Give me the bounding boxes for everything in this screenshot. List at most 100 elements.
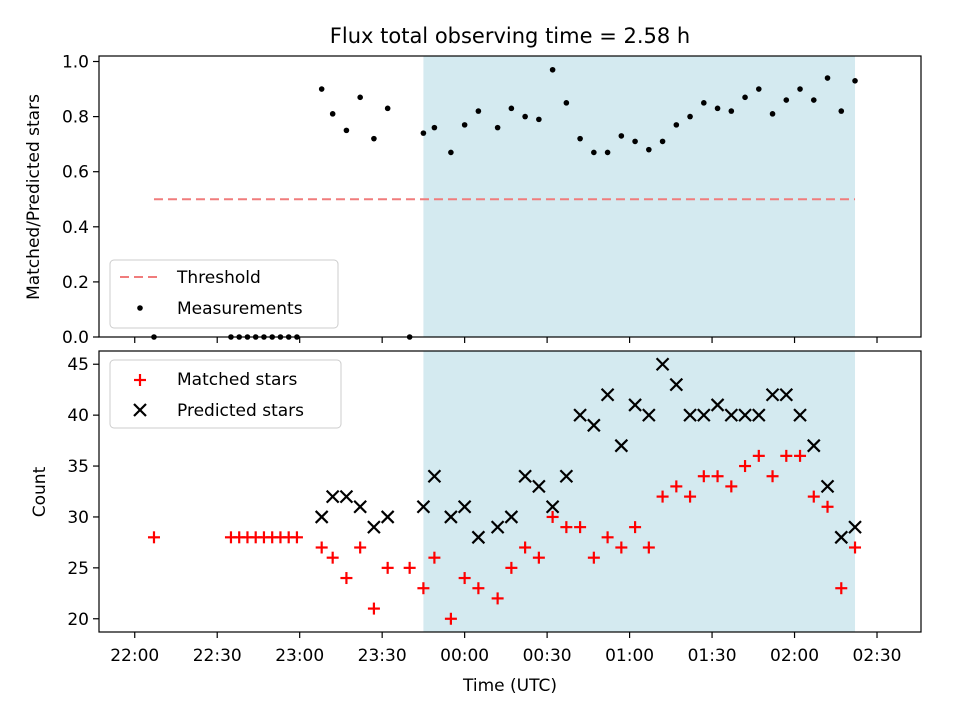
count-y-tick-label: 20 xyxy=(67,610,89,630)
predicted-star-point xyxy=(669,377,684,392)
ratio-y-ticks: 0.0 0.2 0.4 0.6 0.8 1.0 xyxy=(62,53,99,348)
count-panel: 20 25 30 35 40 45 22:00 22:30 23:00 23:30 00:00 00… xyxy=(30,350,922,696)
matched-star-point xyxy=(766,470,779,483)
x-tick-label: 01:00 xyxy=(605,646,654,666)
predicted-star-point xyxy=(490,520,505,534)
matched-star-point xyxy=(458,572,471,585)
measurement-point xyxy=(755,86,762,92)
measurement-point xyxy=(659,138,666,145)
legend-predicted-swatch xyxy=(133,403,147,417)
matched-star-point xyxy=(532,551,545,564)
matched-star-point xyxy=(794,449,807,462)
matched-star-point xyxy=(444,612,457,625)
measurement-point xyxy=(673,122,680,128)
x-tick-label: 00:30 xyxy=(523,646,572,666)
ratio-y-tick-label: 0.4 xyxy=(62,218,89,238)
count-legend: Matched stars Predicted stars xyxy=(109,359,342,429)
measurement-point xyxy=(852,77,858,84)
matched-star-point xyxy=(519,541,532,554)
measurement-point xyxy=(728,108,735,114)
matched-star-point xyxy=(697,470,710,483)
matched-star-point xyxy=(354,541,367,554)
measurement-point xyxy=(577,135,583,142)
matched-star-point xyxy=(290,531,303,544)
x-tick-label: 00:00 xyxy=(440,646,489,666)
ratio-y-tick-label: 0.8 xyxy=(62,108,89,128)
predicted-star-point xyxy=(559,469,574,484)
matched-star-point xyxy=(326,551,339,564)
count-y-ticks: 20 25 30 35 40 45 xyxy=(67,355,99,630)
legend-measurement-swatch xyxy=(137,305,143,311)
predicted-star-point xyxy=(532,479,546,494)
matched-star-point xyxy=(656,490,669,503)
x-tick-label: 23:00 xyxy=(275,646,324,666)
measurement-point xyxy=(632,138,638,145)
measurement-point xyxy=(431,124,438,131)
measurement-point xyxy=(604,149,611,156)
matched-star-point xyxy=(725,480,738,493)
matched-star-point xyxy=(340,572,353,585)
predicted-star-point xyxy=(504,510,519,524)
legend-threshold-label: Threshold xyxy=(176,268,261,288)
predicted-star-point xyxy=(587,418,601,433)
matched-star-point xyxy=(546,510,559,523)
count-legend-box xyxy=(109,359,342,429)
measurement-point xyxy=(714,105,721,112)
count-y-tick-label: 25 xyxy=(67,559,89,579)
count-y-tick-label: 45 xyxy=(67,355,89,375)
measurement-points xyxy=(151,66,858,340)
count-x-ticks: 22:00 22:30 23:00 23:30 00:00 00:30 01:00 01:30… xyxy=(110,632,902,666)
measurement-point xyxy=(618,133,625,139)
predicted-star-point xyxy=(518,469,532,484)
count-y-tick-label: 30 xyxy=(67,508,89,528)
matched-star-point xyxy=(739,460,752,473)
x-axis-label: Time (UTC) xyxy=(462,676,557,696)
predicted-star-point xyxy=(614,438,629,453)
matched-star-point xyxy=(505,561,518,574)
predicted-star-point xyxy=(779,388,794,402)
ratio-y-tick-label: 1.0 xyxy=(62,53,89,73)
matched-star-point xyxy=(807,490,820,503)
matched-star-point xyxy=(835,582,848,595)
matched-star-point xyxy=(684,490,697,503)
ratio-legend-box xyxy=(109,259,339,329)
matched-star-point xyxy=(601,531,614,544)
legend-matched-label: Matched stars xyxy=(177,370,297,390)
ratio-y-tick-label: 0.2 xyxy=(62,273,89,293)
predicted-star-point xyxy=(471,530,486,545)
measurement-point xyxy=(797,86,803,92)
predicted-star-point xyxy=(339,489,354,504)
predicted-star-point xyxy=(314,510,329,524)
predicted-star-points xyxy=(314,357,862,545)
measurement-point xyxy=(461,122,468,128)
ratio-legend: Threshold Measurements xyxy=(109,259,339,329)
matched-star-point xyxy=(711,470,724,483)
matched-star-point xyxy=(560,521,573,534)
x-tick-label: 22:30 xyxy=(193,646,242,666)
matched-star-points xyxy=(147,449,862,625)
legend-measurements-label: Measurements xyxy=(177,299,303,319)
measurement-point xyxy=(646,146,652,153)
measurement-point xyxy=(475,108,482,114)
ratio-panel: Flux total observing time = 2.58 h 0.00.… xyxy=(24,24,922,348)
measurement-point xyxy=(783,97,790,103)
predicted-star-point xyxy=(710,398,725,412)
ratio-y-tick-label: 0.0 xyxy=(62,328,89,348)
predicted-star-point xyxy=(325,489,340,504)
measurement-point xyxy=(522,113,528,120)
predicted-star-point xyxy=(765,388,780,402)
ratio-y-tick-label: 0.6 xyxy=(62,163,89,183)
count-y-tick-label: 40 xyxy=(67,406,89,426)
predicted-star-point xyxy=(642,408,656,422)
measurement-point xyxy=(357,94,363,101)
measurement-point xyxy=(536,116,542,123)
predicted-star-point xyxy=(738,408,752,422)
ratio-y-label: Matched/Predicted stars xyxy=(24,94,44,300)
predicted-star-point xyxy=(444,510,458,524)
measurement-point xyxy=(329,111,336,117)
predicted-star-point xyxy=(573,408,587,422)
measurement-point xyxy=(343,127,350,134)
measurement-point xyxy=(448,149,454,156)
ratio-x-ticks xyxy=(134,337,878,343)
matched-star-point xyxy=(629,521,642,534)
